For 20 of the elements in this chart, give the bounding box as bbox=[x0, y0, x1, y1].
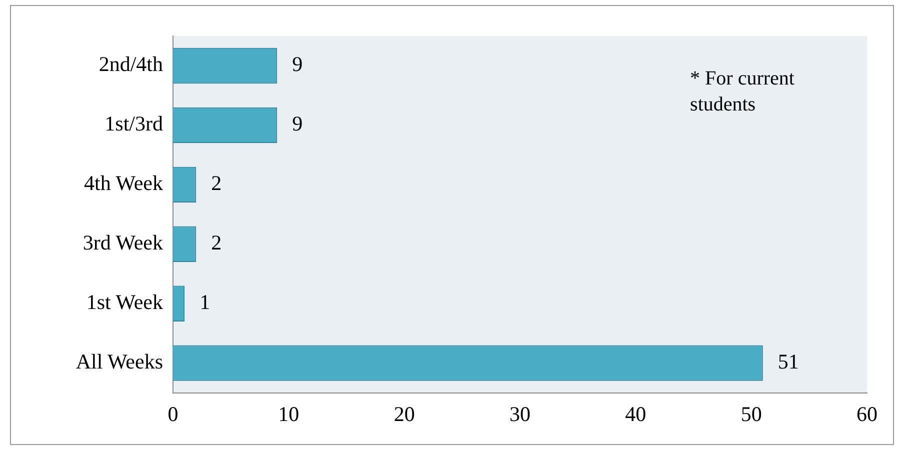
x-tick-label: 10 bbox=[278, 402, 300, 426]
data-label: 9 bbox=[292, 52, 303, 76]
x-tick-label: 30 bbox=[510, 402, 530, 426]
x-tick-label: 0 bbox=[168, 402, 178, 426]
y-tick-label: 4th Week bbox=[84, 171, 164, 196]
data-label: 2 bbox=[211, 171, 222, 196]
data-label: 1 bbox=[200, 290, 210, 314]
data-label: 51 bbox=[778, 350, 799, 374]
x-tick-label: 20 bbox=[394, 402, 415, 426]
y-tick-label: 2nd/4th bbox=[98, 52, 164, 76]
y-tick-label: 3rd Week bbox=[82, 230, 164, 255]
y-tick-label: 1st/3rd bbox=[104, 112, 164, 136]
y-tick-label: 1st Week bbox=[86, 290, 164, 314]
y-tick-label: All Weeks bbox=[76, 350, 163, 374]
data-label: 9 bbox=[292, 112, 303, 136]
data-label: 2 bbox=[211, 230, 222, 255]
x-tick-label: 40 bbox=[625, 402, 646, 426]
x-tick-label: 60 bbox=[856, 402, 878, 426]
x-tick-label: 50 bbox=[740, 402, 762, 426]
annotation: * For current students bbox=[690, 67, 795, 116]
